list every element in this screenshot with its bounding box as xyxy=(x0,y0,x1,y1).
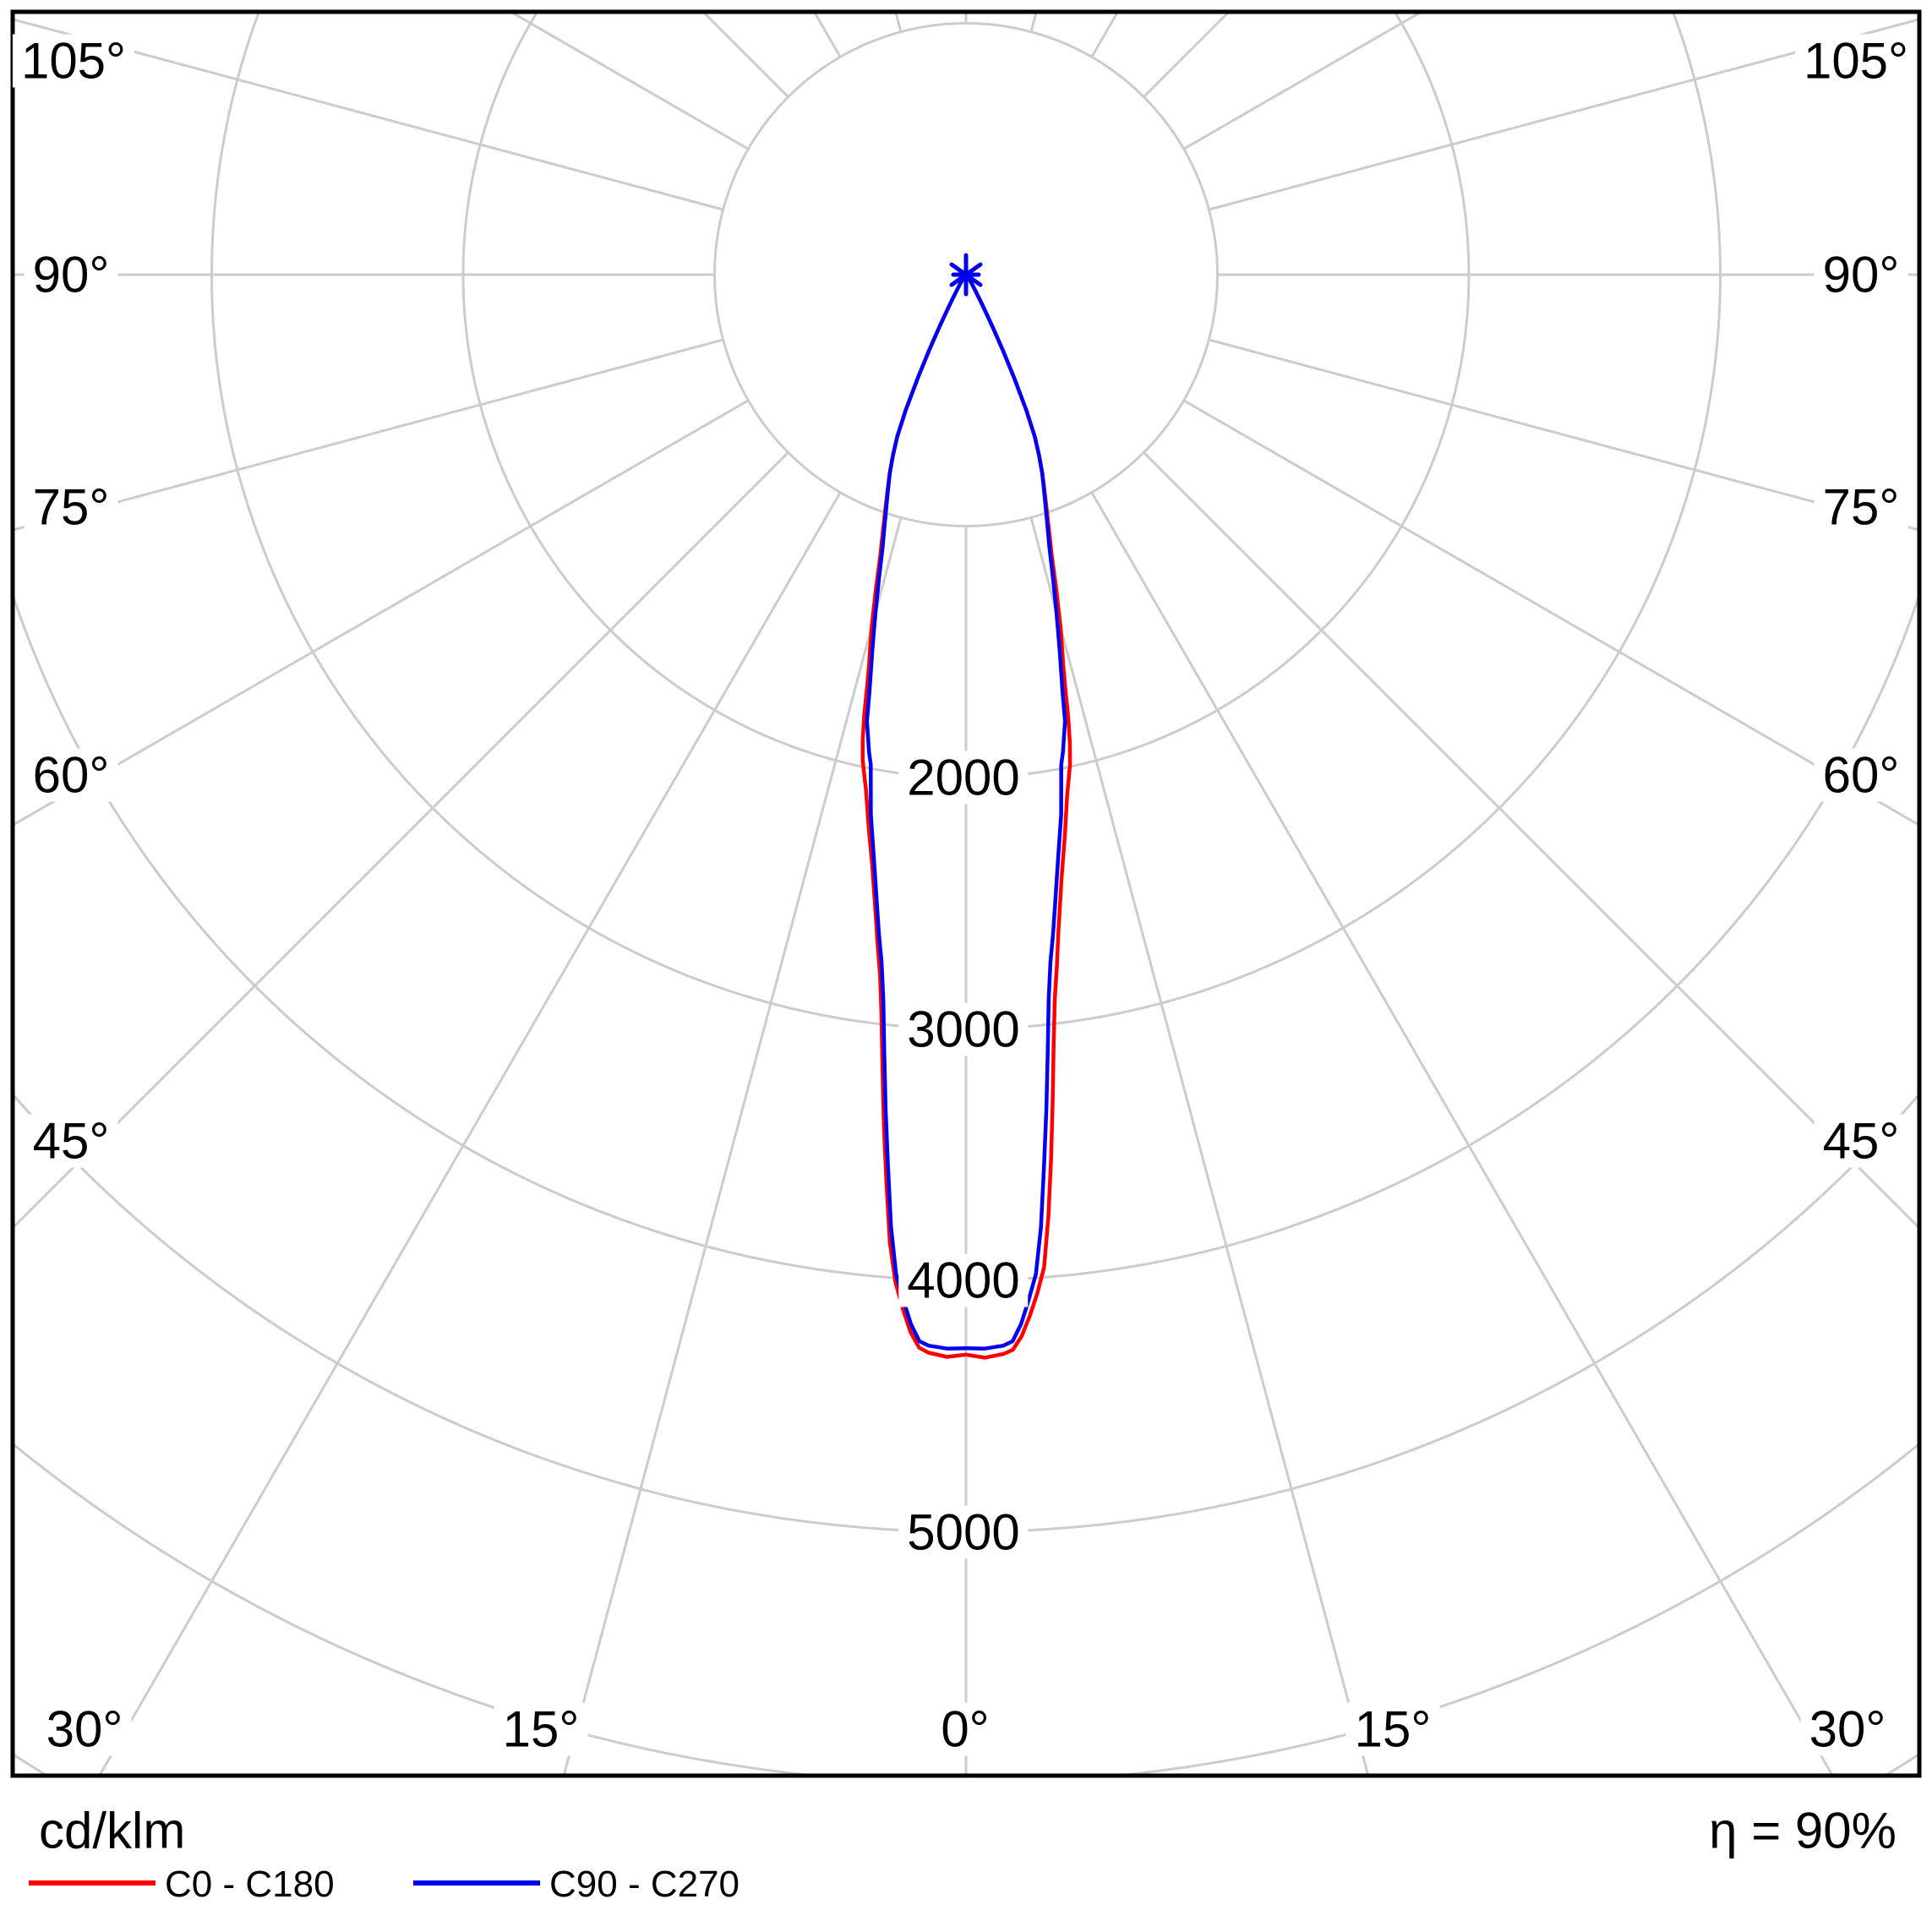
value-label: 3000 xyxy=(898,1002,1029,1056)
unit-label: cd/klm xyxy=(39,1802,186,1859)
angle-label-bottom: 15° xyxy=(1345,1702,1440,1756)
value-label: 2000 xyxy=(898,750,1029,805)
angle-label-left: 60° xyxy=(24,748,118,802)
angle-label-right: 60° xyxy=(1814,748,1908,802)
angle-label-right: 105° xyxy=(1794,34,1918,88)
value-label: 5000 xyxy=(898,1505,1029,1558)
angle-label-left: 90° xyxy=(24,248,118,302)
angle-label-left: 45° xyxy=(24,1114,118,1168)
angle-label-right: 45° xyxy=(1814,1114,1908,1168)
legend-label-c0-c180: C0 - C180 xyxy=(165,1864,335,1905)
angle-label-bottom: 30° xyxy=(37,1702,132,1756)
angle-label-bottom: 30° xyxy=(1800,1702,1895,1756)
angle-label-right: 75° xyxy=(1814,480,1908,534)
angle-label-left: 75° xyxy=(24,480,118,534)
value-label: 4000 xyxy=(898,1253,1029,1307)
angle-label-bottom: 15° xyxy=(494,1702,588,1756)
legend-label-c90-c270: C90 - C270 xyxy=(549,1864,740,1905)
legend-swatch-c90-c270 xyxy=(413,1880,540,1886)
angle-label-bottom: 0° xyxy=(932,1702,998,1756)
legend-swatch-c0-c180 xyxy=(29,1880,156,1886)
efficiency-label: η = 90% xyxy=(1709,1802,1897,1859)
angle-label-right: 90° xyxy=(1814,248,1908,302)
angle-label-left: 105° xyxy=(12,34,135,88)
